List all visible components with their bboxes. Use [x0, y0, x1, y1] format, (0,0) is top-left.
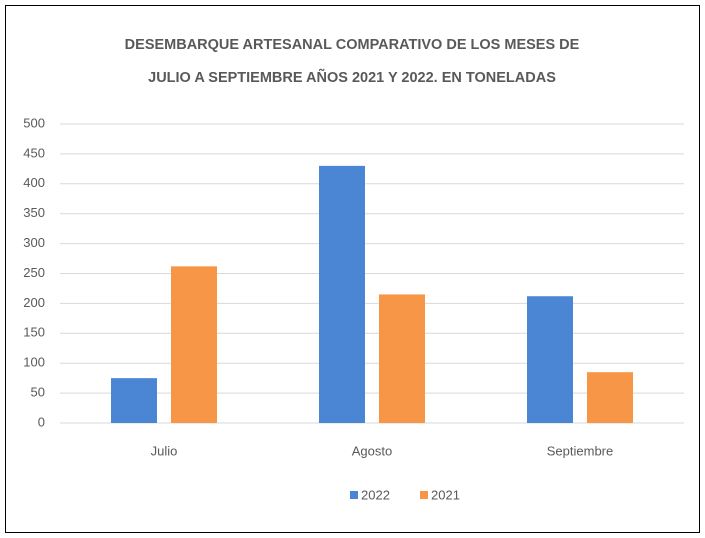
bar [527, 296, 573, 423]
y-tick-label: 50 [31, 385, 45, 400]
legend-swatch [350, 491, 358, 499]
y-tick-label: 250 [23, 265, 45, 280]
legend-label: 2021 [431, 487, 460, 502]
chart-title: JULIO A SEPTIEMBRE AÑOS 2021 Y 2022. EN … [148, 68, 556, 86]
y-tick-label: 400 [23, 175, 45, 190]
bar [319, 165, 365, 424]
y-tick-label: 450 [23, 145, 45, 160]
legend-swatch [420, 491, 428, 499]
y-tick-label: 150 [23, 325, 45, 340]
y-tick-label: 0 [38, 414, 45, 429]
y-tick-label: 350 [23, 205, 45, 220]
bar [171, 266, 217, 423]
bar [111, 378, 157, 423]
y-tick-label: 300 [23, 235, 45, 250]
legend-label: 2022 [361, 487, 390, 502]
chart-title: DESEMBARQUE ARTESANAL COMPARATIVO DE LOS… [125, 37, 580, 53]
y-tick-label: 100 [23, 355, 45, 370]
y-tick-label: 500 [23, 115, 45, 130]
bar [379, 294, 425, 423]
x-tick-label: Septiembre [547, 443, 613, 458]
bar [587, 372, 633, 423]
x-tick-label: Julio [151, 443, 178, 458]
x-tick-label: Agosto [352, 443, 392, 458]
y-tick-label: 200 [23, 295, 45, 310]
